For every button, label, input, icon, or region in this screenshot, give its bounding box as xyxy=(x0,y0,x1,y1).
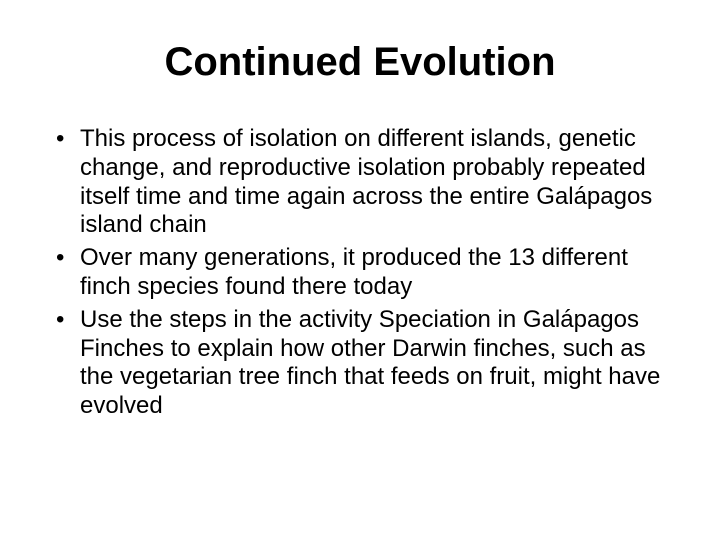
bullet-list: This process of isolation on different i… xyxy=(50,125,670,421)
list-item: This process of isolation on different i… xyxy=(50,125,670,240)
list-item: Over many generations, it produced the 1… xyxy=(50,244,670,302)
list-item: Use the steps in the activity Speciation… xyxy=(50,306,670,421)
slide-title: Continued Evolution xyxy=(50,40,670,85)
